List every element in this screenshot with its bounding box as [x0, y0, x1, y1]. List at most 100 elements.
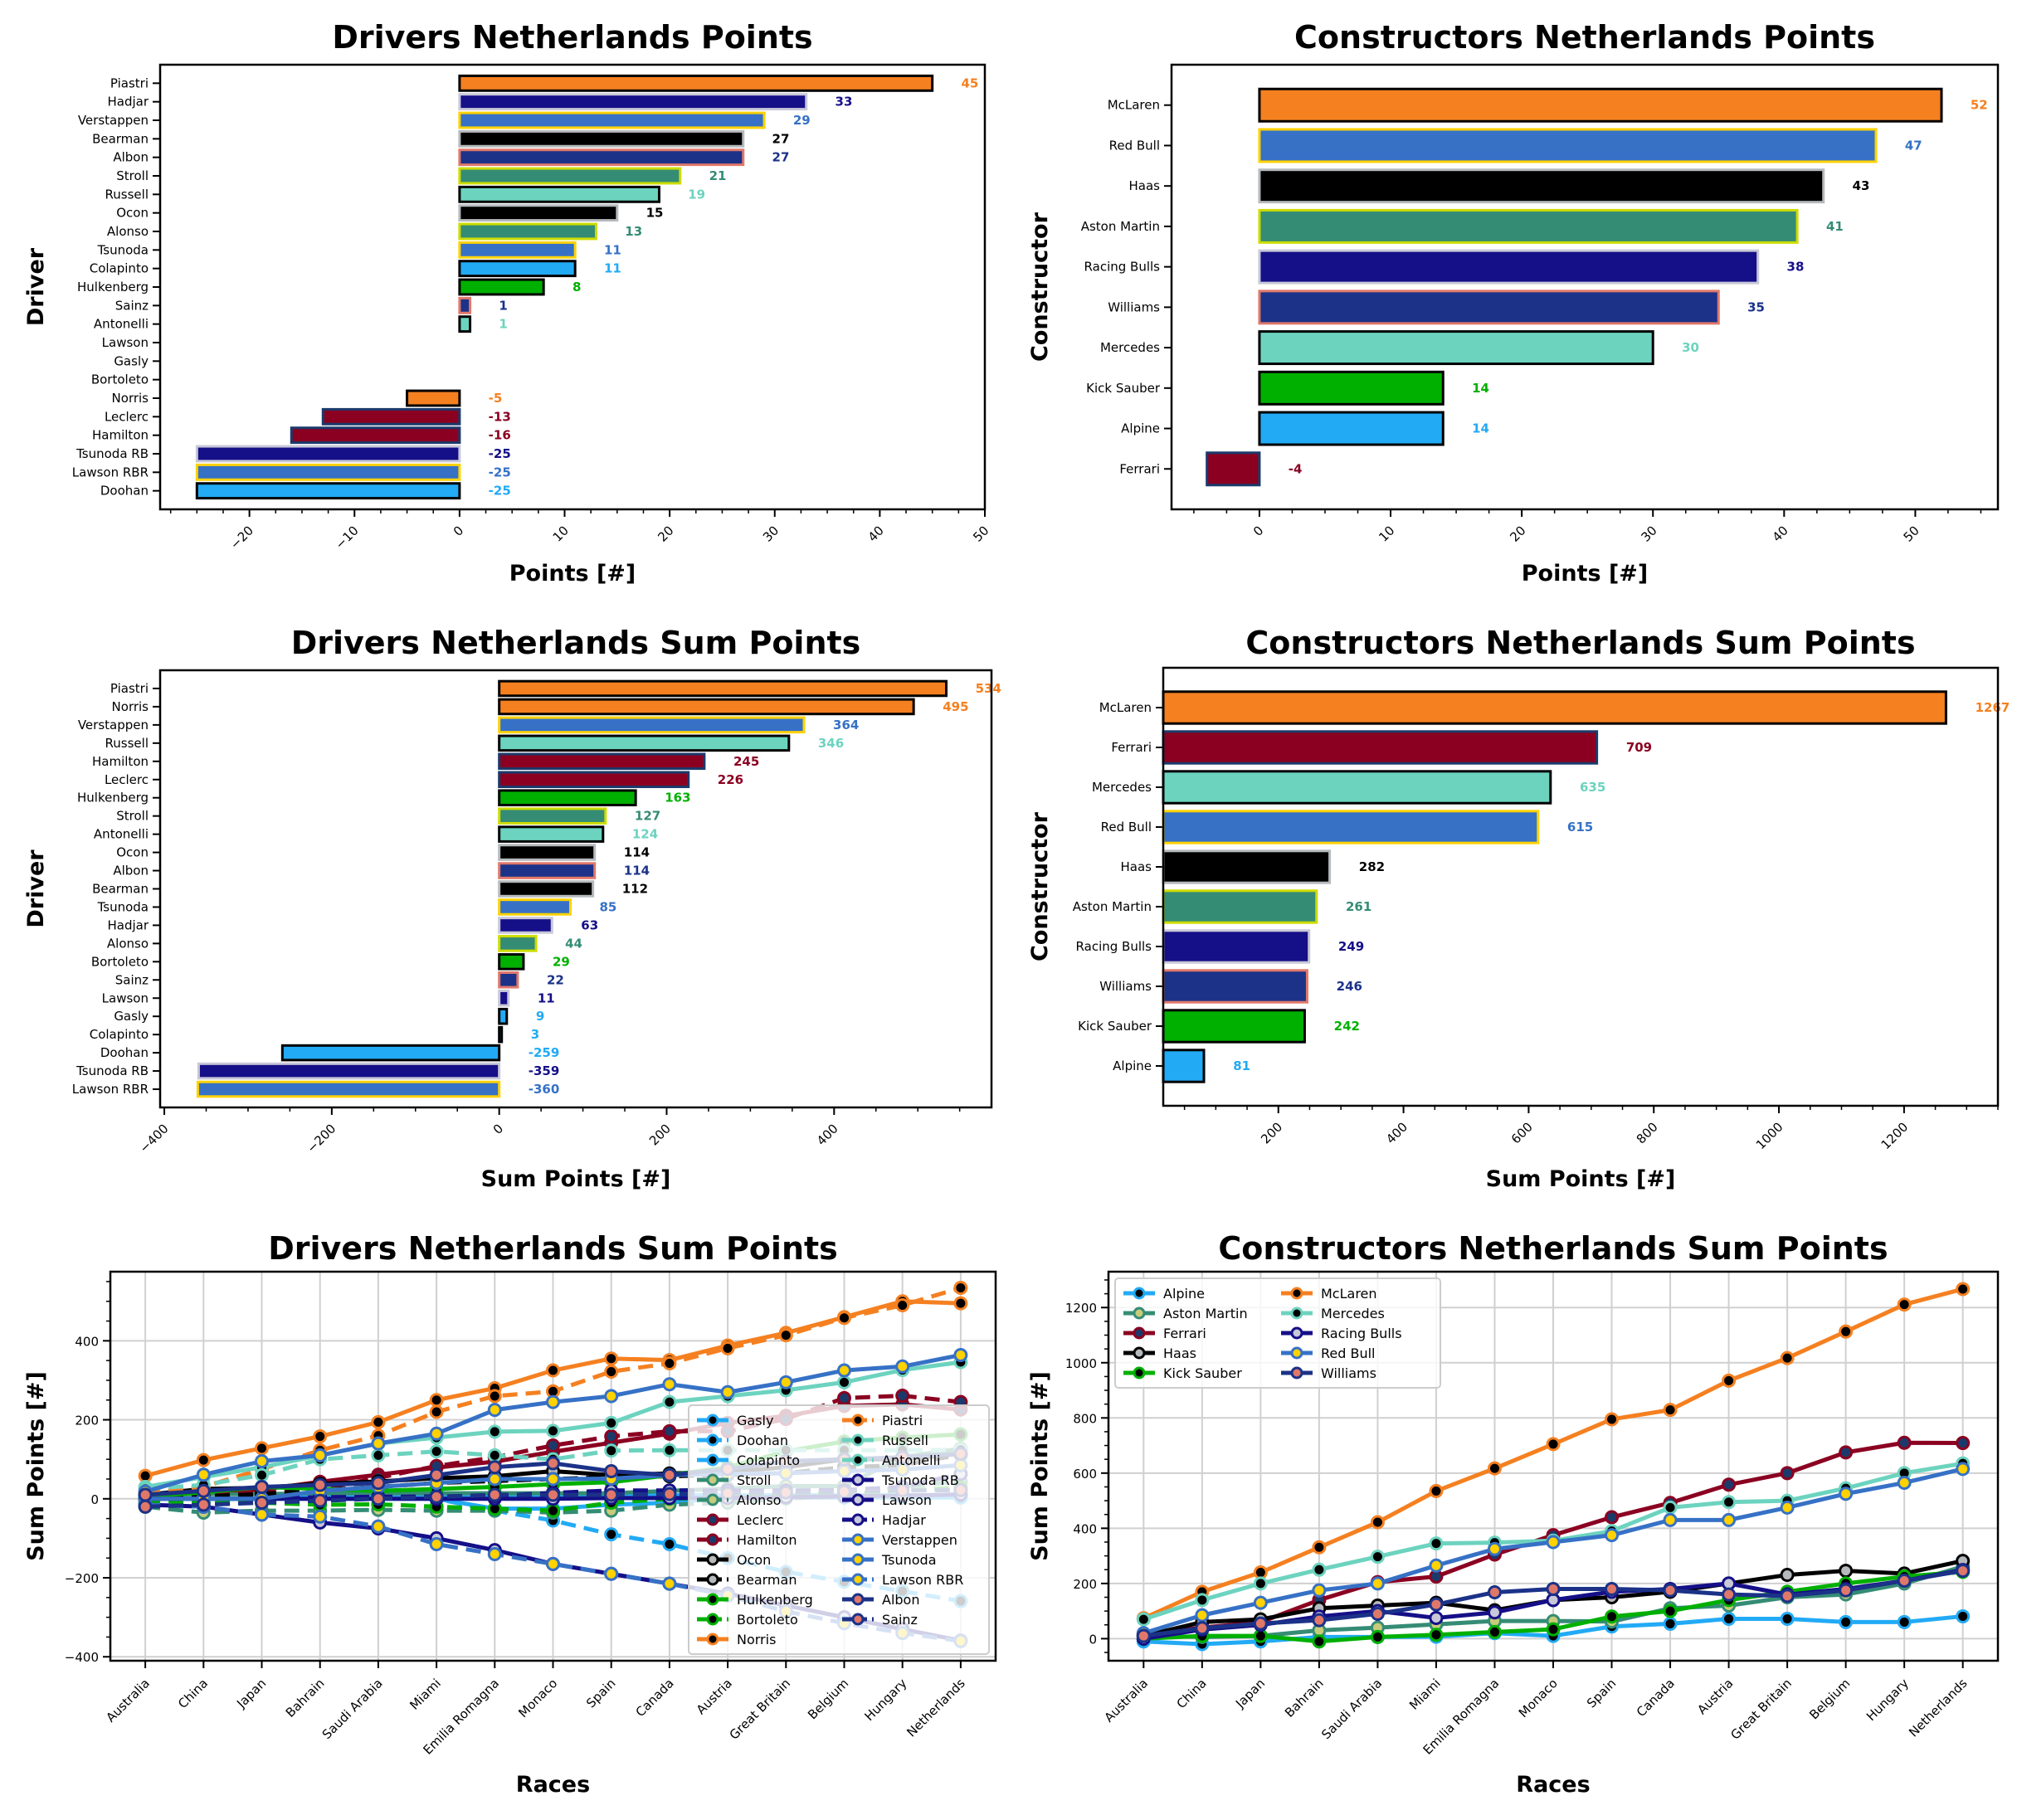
legend-label-russell: Russell [882, 1433, 928, 1448]
point-mercedes [1663, 1500, 1678, 1515]
legend-box [688, 1404, 990, 1655]
point-red-bull [1253, 1595, 1268, 1610]
point-lawson-rbr [371, 1519, 386, 1534]
y-axis-label: Driver [23, 247, 49, 326]
y-tick-label-hamilton: Hamilton [92, 428, 149, 443]
y-tick-label-bortoleto: Bortoleto [91, 372, 149, 387]
value-label-mercedes: 635 [1580, 780, 1605, 795]
value-label-ferrari: 709 [1626, 740, 1652, 755]
point-ferrari [1839, 1445, 1854, 1460]
point-lawson-rbr [604, 1566, 619, 1581]
bar-tsunoda [458, 241, 577, 259]
value-label-verstappen: 29 [793, 113, 811, 128]
bar-williams [1162, 969, 1308, 1004]
point-williams [1253, 1616, 1268, 1631]
x-axis-label: Points [#] [1522, 561, 1649, 586]
x-tick-label: 50 [970, 523, 991, 544]
point-piastri [895, 1297, 910, 1312]
x-tick-label: 30 [760, 523, 782, 544]
x-tick-label-australia: Australia [1101, 1676, 1151, 1725]
point-williams [1897, 1574, 1912, 1589]
legend-label-mclaren: McLaren [1321, 1286, 1377, 1302]
y-tick-label-ocon: Ocon [116, 845, 149, 860]
y-axis-label: Driver [23, 849, 49, 928]
point-mclaren [1663, 1403, 1678, 1418]
x-tick-label: 10 [1376, 523, 1397, 544]
point-red-bull [1897, 1475, 1912, 1490]
value-label-gasly: 9 [536, 1009, 544, 1024]
legend-label-tsunoda-rb: Tsunoda RB [881, 1472, 959, 1488]
y-tick-label-racing-bulls: Racing Bulls [1076, 939, 1152, 954]
y-tick-label-leclerc: Leclerc [105, 409, 149, 424]
point-kick-sauber [1429, 1628, 1444, 1642]
x-tick-label: 400 [814, 1121, 841, 1148]
point-red-bull [1312, 1583, 1327, 1598]
point-verstappen [604, 1389, 619, 1404]
y-tick-label-alonso: Alonso [107, 936, 149, 951]
value-label-sainz: 1 [499, 298, 507, 313]
x-tick-label: 20 [1507, 523, 1528, 544]
point-alpine [1722, 1611, 1737, 1626]
point-verstappen [546, 1394, 560, 1409]
point-albon [255, 1479, 270, 1494]
point-antonelli [429, 1444, 444, 1459]
point-verstappen [836, 1363, 851, 1378]
x-tick-label-saudi-arabia: Saudi Arabia [1318, 1676, 1385, 1742]
point-antonelli [371, 1448, 386, 1462]
point-albon [487, 1460, 502, 1475]
y-tick-label-lawson-rbr: Lawson RBR [72, 465, 149, 479]
x-tick-label: 40 [865, 523, 887, 544]
x-tick-label-monaco: Monaco [515, 1676, 560, 1720]
point-lawson-rbr [313, 1509, 328, 1524]
point-mclaren [1312, 1540, 1327, 1555]
value-label-colapinto: 11 [604, 261, 621, 276]
chart-title: Constructors Netherlands Sum Points [1245, 625, 1915, 661]
y-tick-label: −200 [65, 1571, 99, 1586]
value-label-kick-sauber: 242 [1334, 1019, 1360, 1034]
point-williams [1195, 1621, 1210, 1636]
legend-marker-bearman [706, 1573, 719, 1586]
value-label-ocon: 15 [646, 206, 664, 221]
x-tick-label-hungary: Hungary [861, 1676, 909, 1724]
y-tick-label-colapinto: Colapinto [90, 261, 149, 276]
y-tick-label-lawson: Lawson [102, 335, 149, 350]
value-label-racing-bulls: 38 [1787, 260, 1805, 275]
bar-albon [498, 862, 597, 879]
bar-hamilton [498, 752, 706, 771]
value-label-red-bull: 615 [1567, 820, 1593, 835]
bar-mclaren [1258, 87, 1943, 123]
y-tick-label-gasly: Gasly [114, 353, 149, 368]
point-red-bull [1546, 1535, 1561, 1550]
y-tick-label-alonso: Alonso [107, 224, 149, 239]
point-tsunoda [546, 1472, 560, 1487]
bar-red-bull [1162, 810, 1540, 844]
x-tick-label-bahrain: Bahrain [1282, 1676, 1327, 1720]
x-tick-label: 600 [1508, 1119, 1536, 1146]
x-tick-label-japan: Japan [1232, 1676, 1268, 1711]
value-label-williams: 35 [1747, 299, 1765, 314]
legend-marker-lawson-rbr [851, 1573, 865, 1586]
x-tick-label-hungary: Hungary [1864, 1676, 1912, 1724]
constructors-sum-points-chart: 200 400 600 800 1000 1200 McLaren 1267 Ferrari 70… [1027, 625, 2010, 1192]
value-label-russell: 346 [818, 736, 844, 751]
bar-alpine [1162, 1049, 1206, 1083]
y-tick-label-verstappen: Verstappen [78, 113, 149, 128]
point-racing-bulls [1487, 1605, 1502, 1620]
legend-label-hamilton: Hamilton [737, 1532, 797, 1548]
legend-label-bortoleto: Bortoleto [737, 1612, 798, 1628]
legend-label-kick-sauber: Kick Sauber [1163, 1365, 1242, 1381]
legend-marker-albon [851, 1593, 865, 1606]
point-piastri [778, 1328, 793, 1343]
point-red-bull [1956, 1462, 1971, 1477]
point-mclaren [1722, 1373, 1737, 1388]
legend-label-norris: Norris [737, 1632, 776, 1647]
point-red-bull [1370, 1576, 1385, 1591]
axes-frame [1107, 1270, 2000, 1662]
x-tick-label-bahrain: Bahrain [283, 1676, 328, 1720]
y-tick-label-antonelli: Antonelli [94, 317, 149, 332]
x-tick-label: −10 [333, 523, 362, 552]
y-tick-label: 600 [1073, 1467, 1097, 1482]
value-label-tsunoda: 11 [604, 242, 621, 257]
bar-stroll [498, 807, 607, 825]
bar-williams [1258, 290, 1720, 325]
